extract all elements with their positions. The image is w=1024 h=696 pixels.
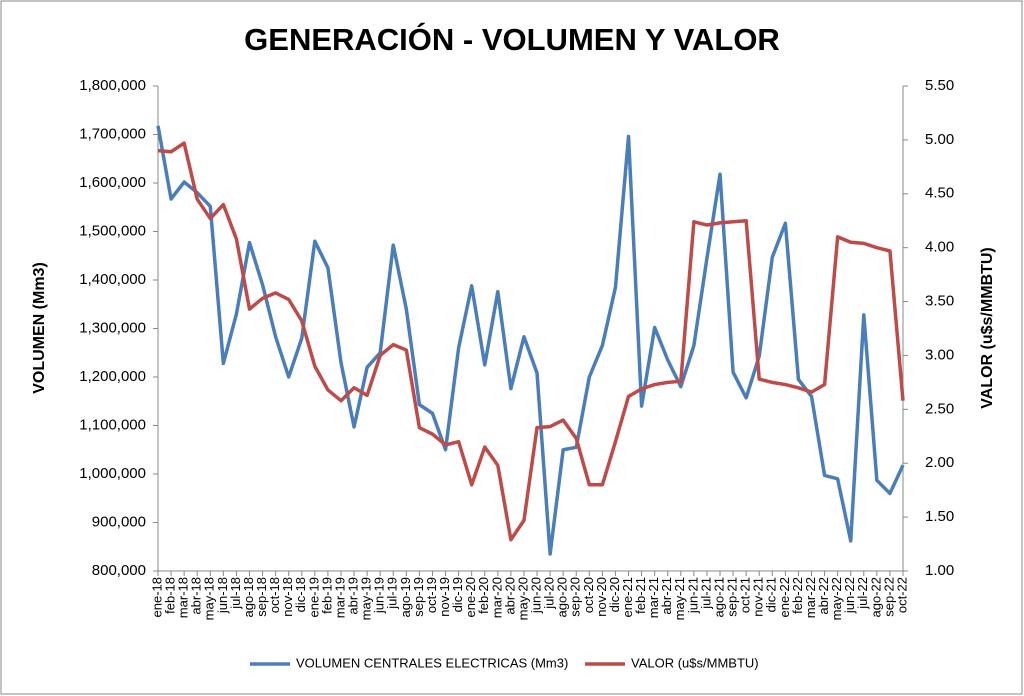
y-tick-label: 1,700,000 [79,125,146,142]
y2-tick-label: 5.00 [925,131,954,148]
y-tick-label: 1,500,000 [79,222,146,239]
x-tick-label: oct-18 [267,577,282,613]
x-tick-label: ago-20 [555,577,570,617]
x-tick-label: jul-18 [228,577,243,610]
y-tick-label: 1,000,000 [79,465,146,482]
x-tick-label: sep-18 [254,577,269,617]
x-tick-label: nov-20 [594,577,609,617]
x-tick-label: abr-19 [345,577,360,615]
x-tick-label: jul-19 [385,577,400,610]
y-tick-label: 1,100,000 [79,416,146,433]
x-tick-label: jun-18 [215,577,230,614]
x-tick-label: feb-19 [319,577,334,614]
x-tick-label: feb-21 [633,577,648,614]
x-tick-label: dic-21 [764,577,779,612]
x-tick-label: feb-22 [790,577,805,614]
x-tick-label: may-20 [515,577,530,620]
x-tick-label: mar-20 [489,577,504,618]
x-tick-label: oct-19 [424,577,439,613]
x-tick-label: abr-22 [816,577,831,615]
y2-tick-label: 5.50 [925,77,954,94]
x-tick-label: jun-21 [685,577,700,614]
y2-tick-label: 1.00 [925,562,954,579]
x-tick-label: nov-21 [751,577,766,617]
y-tick-label: 1,600,000 [79,174,146,191]
x-tick-label: ago-19 [398,577,413,617]
x-tick-label: abr-20 [502,577,517,615]
x-tick-label: mar-21 [646,577,661,618]
x-tick-label: sep-21 [725,577,740,617]
x-tick-label: dic-20 [607,577,622,612]
x-tick-label: ago-18 [241,577,256,617]
series-line [156,125,905,556]
x-tick-label: abr-21 [659,577,674,615]
series-line [157,141,905,542]
x-tick-label: feb-18 [163,577,178,614]
x-tick-label: oct-21 [738,577,753,613]
y2-tick-label: 3.00 [925,346,954,363]
x-tick-label: sep-20 [568,577,583,617]
x-tick-label: jul-20 [542,577,557,610]
x-tick-label: may-19 [359,577,374,620]
y2-tick-label: 1.50 [925,508,954,525]
x-tick-label: oct-22 [894,577,909,613]
x-tick-label: ene-19 [306,577,321,617]
x-tick-label: ago-22 [868,577,883,617]
y2-axis-title: VALOR (u$s/MMBTU) [979,247,996,408]
x-tick-label: may-22 [829,577,844,620]
y2-tick-label: 4.00 [925,239,954,256]
x-tick-label: mar-18 [176,577,191,618]
y-tick-label: 1,800,000 [79,77,146,94]
x-tick-label: mar-19 [332,577,347,618]
y-tick-label: 900,000 [92,513,146,530]
x-tick-label: oct-20 [581,577,596,613]
x-tick-label: jun-20 [528,577,543,614]
y-tick-label: 800,000 [92,562,146,579]
y-tick-label: 1,400,000 [79,271,146,288]
x-tick-label: ene-21 [620,577,635,617]
x-tick-label: dic-18 [293,577,308,612]
legend-label: VALOR (u$s/MMBTU) [631,655,759,670]
y-axis-title: VOLUMEN (Mm3) [31,262,48,394]
y2-tick-label: 2.00 [925,454,954,471]
x-tick-label: jul-21 [698,577,713,610]
x-tick-label: may-21 [672,577,687,620]
y-tick-label: 1,200,000 [79,368,146,385]
x-tick-label: dic-19 [450,577,465,612]
x-tick-label: may-18 [202,577,217,620]
x-tick-label: jul-22 [855,577,870,610]
x-tick-label: jun-19 [372,577,387,614]
x-tick-label: sep-19 [411,577,426,617]
x-tick-label: nov-19 [437,577,452,617]
x-tick-label: nov-18 [280,577,295,617]
x-tick-label: ene-20 [463,577,478,617]
chart-title: GENERACIÓN - VOLUMEN Y VALOR [244,21,780,57]
x-tick-label: ago-21 [711,577,726,617]
y-tick-label: 1,300,000 [79,319,146,336]
x-tick-label: feb-20 [476,577,491,614]
x-tick-label: mar-22 [803,577,818,618]
y2-tick-label: 4.50 [925,185,954,202]
x-tick-label: abr-18 [189,577,204,615]
x-tick-label: jun-22 [842,577,857,614]
x-tick-label: ene-22 [777,577,792,617]
y2-tick-label: 3.50 [925,293,954,310]
legend-label: VOLUMEN CENTRALES ELECTRICAS (Mm3) [296,655,568,670]
x-tick-label: sep-22 [881,577,896,617]
y2-tick-label: 2.50 [925,400,954,417]
x-tick-label: ene-18 [149,577,164,617]
